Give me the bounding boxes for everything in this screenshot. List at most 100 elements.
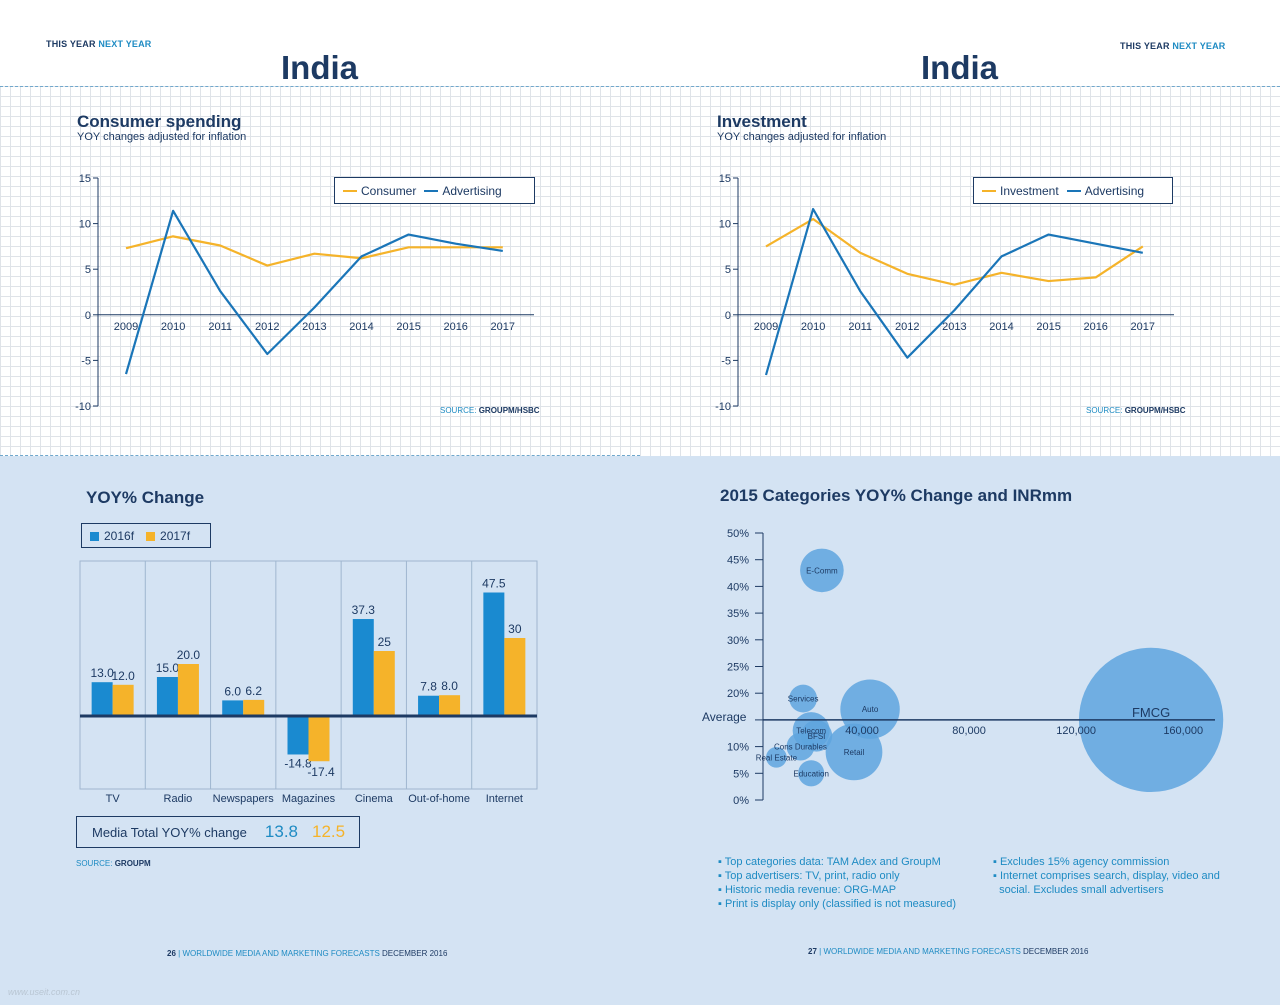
bubble-label: Services — [788, 695, 819, 704]
x-tick-label: 2010 — [161, 321, 185, 333]
y-tick-label: 40% — [727, 581, 749, 593]
note-item: ▪ Print is display only (classified is n… — [718, 898, 957, 910]
data-label: 47.5 — [482, 577, 506, 591]
y-tick-label: 5 — [725, 264, 731, 276]
y-tick-label: 0 — [725, 310, 731, 322]
bar-2016f — [352, 619, 374, 716]
data-label: 30 — [508, 622, 522, 636]
category-label: Cinema — [355, 793, 394, 805]
page-number: 27 — [808, 947, 817, 956]
y-tick-label: 15 — [79, 173, 91, 185]
legend-item-2016f: 2016f — [90, 529, 134, 543]
bar-2016f — [483, 592, 505, 716]
x-tick-label: 2017 — [491, 321, 515, 333]
year-toggle-left[interactable]: THIS YEAR NEXT YEAR — [46, 39, 152, 49]
lower-panel — [0, 456, 1280, 1005]
chart-subtitle: YOY changes adjusted for inflation — [717, 131, 887, 143]
data-label: 15.0 — [156, 661, 180, 675]
chart-legend: Investment Advertising — [973, 177, 1173, 204]
note-text: Print is display only (classified is not… — [724, 898, 957, 910]
bubble-label: Retail — [844, 748, 865, 757]
bubble-label: E-Comm — [806, 566, 838, 575]
x-tick-label: 2012 — [255, 321, 279, 333]
y-tick-label: 45% — [727, 555, 749, 567]
category-label: Radio — [164, 793, 193, 805]
x-tick-label: 80,000 — [952, 725, 986, 737]
categories-bubble-chart: 50% 45% 40% 35% 30% 25% 20% 10% 5% 0% Average 40,00… — [702, 528, 1224, 807]
x-tick-label: 2014 — [989, 321, 1013, 333]
legend-swatch — [90, 531, 99, 541]
bubble-label: BFSI — [808, 732, 826, 741]
category-label: Out-of-home — [408, 793, 470, 805]
bubble-e-comm — [800, 548, 844, 593]
legend-label: Advertising — [1084, 183, 1145, 198]
x-tick-label: 2013 — [942, 321, 966, 333]
y-tick-label: 5 — [85, 264, 91, 276]
chart-source: SOURCE: GROUPM/HSBC — [440, 406, 540, 415]
legend-swatch — [146, 531, 156, 541]
next-year-label[interactable]: NEXT YEAR — [98, 39, 152, 49]
consumer-spending-chart: 15 10 5 0 -5 -10 2009 2010 2011 2012 2013 2014 2015 2… — [75, 173, 534, 413]
this-year-label[interactable]: THIS YEAR — [1120, 41, 1170, 51]
top-divider — [0, 86, 1280, 87]
bar-2017f — [504, 638, 526, 716]
legend-item-advertising: Advertising — [424, 183, 502, 198]
legend-item-2017f: 2017f — [146, 529, 190, 543]
note-item: ▪ Top categories data: TAM Adex and Grou… — [718, 856, 941, 868]
x-tick-label: 2012 — [895, 321, 919, 333]
y-tick-label: -5 — [81, 355, 91, 367]
source-value: GROUPM/HSBC — [1124, 406, 1186, 415]
source-label: SOURCE: — [440, 406, 477, 415]
page-number: 26 — [167, 949, 176, 958]
bar-2016f — [418, 695, 440, 716]
media-total-label: Media Total YOY% change — [92, 824, 247, 840]
source-label: SOURCE: — [76, 859, 113, 868]
plot-frame — [79, 560, 538, 790]
y-tick-label: -5 — [721, 355, 731, 367]
series-line-advertising — [124, 209, 503, 375]
x-tick-label: 2015 — [1036, 321, 1060, 333]
x-tick-label: 2009 — [114, 321, 138, 333]
bubble-label: Cons Durables — [774, 743, 827, 752]
y-tick-label: 0 — [85, 310, 91, 322]
y-tick-label: 35% — [727, 608, 749, 620]
y-tick-label: 50% — [727, 528, 749, 540]
y-tick-label: 10 — [79, 219, 91, 231]
x-tick-label: 2011 — [208, 321, 232, 333]
note-item: ▪ Historic media revenue: ORG-MAP — [718, 884, 897, 896]
data-label: 6.0 — [224, 684, 241, 698]
year-toggle-right[interactable]: THIS YEAR NEXT YEAR — [1120, 41, 1226, 51]
data-label: 12.0 — [111, 669, 135, 683]
next-year-label[interactable]: NEXT YEAR — [1172, 41, 1226, 51]
category-label: Newspapers — [213, 793, 275, 805]
bar-2017f — [439, 695, 461, 716]
footer-date: DECEMBER 2016 — [1023, 947, 1089, 956]
data-label: -17.4 — [307, 765, 335, 779]
note-text: Internet comprises search, display, vide… — [999, 870, 1220, 882]
notes-right: ▪ Excludes 15% agency commission ▪ Inter… — [993, 855, 1220, 897]
bubble-label: Telecom — [796, 727, 826, 736]
bar-2017f — [308, 716, 330, 762]
legend-label: 2016f — [104, 528, 135, 543]
legend-label: 2017f — [160, 528, 191, 543]
x-tick-label: 2014 — [349, 321, 373, 333]
legend-swatch — [424, 190, 439, 193]
legend-label: Advertising — [442, 183, 502, 198]
media-total-2016: 13.8 — [264, 822, 298, 841]
bubble-real-estate — [766, 746, 787, 768]
x-tick-label: 2013 — [302, 321, 326, 333]
media-total-2017: 12.5 — [312, 822, 346, 841]
note-item: social. Excludes small advertisers — [993, 883, 1220, 897]
bar-2016f — [287, 716, 309, 755]
chart-source: SOURCE: GROUPM/HSBC — [1086, 406, 1186, 415]
this-year-label[interactable]: THIS YEAR — [46, 39, 96, 49]
x-tick-label: 2016 — [443, 321, 467, 333]
bar-2017f — [243, 699, 265, 716]
legend-swatch — [343, 190, 357, 193]
category-label: Internet — [486, 793, 523, 805]
media-total-box: Media Total YOY% change 13.8 12.5 — [76, 816, 360, 848]
y-tick-label: 20% — [727, 688, 749, 700]
bar-2016f — [222, 700, 244, 716]
page-title-right: India — [921, 49, 999, 86]
chart-legend: 2016f 2017f — [81, 523, 211, 548]
